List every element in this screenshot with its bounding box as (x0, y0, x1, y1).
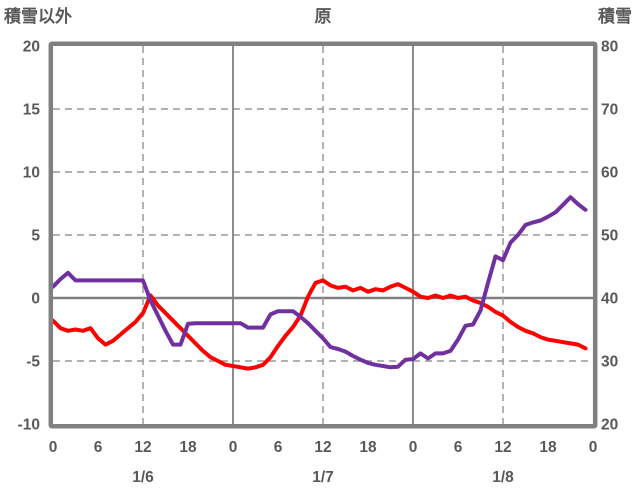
x-axis-date-label: 1/7 (312, 469, 334, 486)
x-axis-hour-label: 12 (134, 439, 151, 456)
x-axis-hour-label: 12 (494, 439, 511, 456)
left-axis-tick-label: 5 (31, 228, 40, 245)
x-axis-hour-label: 6 (454, 439, 463, 456)
left-axis-tick-label: 15 (23, 102, 41, 119)
data-series (51, 195, 588, 371)
x-axis-date-label: 1/8 (492, 469, 514, 486)
x-axis-hour-label: 18 (359, 439, 377, 456)
x-axis-hour-label: 18 (179, 439, 197, 456)
gridlines (53, 46, 593, 424)
left-axis-title: 積雪以外 (4, 7, 72, 26)
left-axis-tick-label: -5 (26, 354, 40, 371)
x-axis-hour-label: 0 (589, 439, 598, 456)
x-axis-hour-label: 6 (274, 439, 283, 456)
right-axis-tick-label: 30 (601, 354, 618, 371)
left-axis-tick-label: -10 (18, 417, 40, 434)
right-axis-tick-label: 70 (601, 102, 618, 119)
right-axis-tick-label: 80 (601, 39, 618, 56)
chart-title: 原 (314, 7, 332, 26)
left-axis-tick-label: 20 (23, 39, 40, 56)
x-axis-hour-label: 0 (49, 439, 58, 456)
x-axis-hour-label: 6 (94, 439, 103, 456)
temperature-line (51, 278, 588, 371)
x-axis-hour-label: 18 (539, 439, 557, 456)
right-axis-tick-label: 40 (601, 291, 618, 308)
snow-depth-line (51, 195, 588, 370)
left-axis-tick-label: 0 (31, 291, 40, 308)
x-axis-hour-label: 0 (409, 439, 418, 456)
right-axis-tick-label: 60 (601, 165, 618, 182)
left-axis-tick-label: 10 (23, 165, 40, 182)
right-axis-tick-label: 50 (601, 228, 618, 245)
chart-border (48, 41, 598, 429)
right-axis-title: 積雪 (598, 7, 632, 26)
x-axis-hour-label: 0 (229, 439, 238, 456)
x-axis-hour-label: 12 (314, 439, 331, 456)
plot-frame (48, 41, 598, 429)
x-axis-date-label: 1/6 (132, 469, 154, 486)
right-axis-tick-label: 20 (601, 417, 618, 434)
